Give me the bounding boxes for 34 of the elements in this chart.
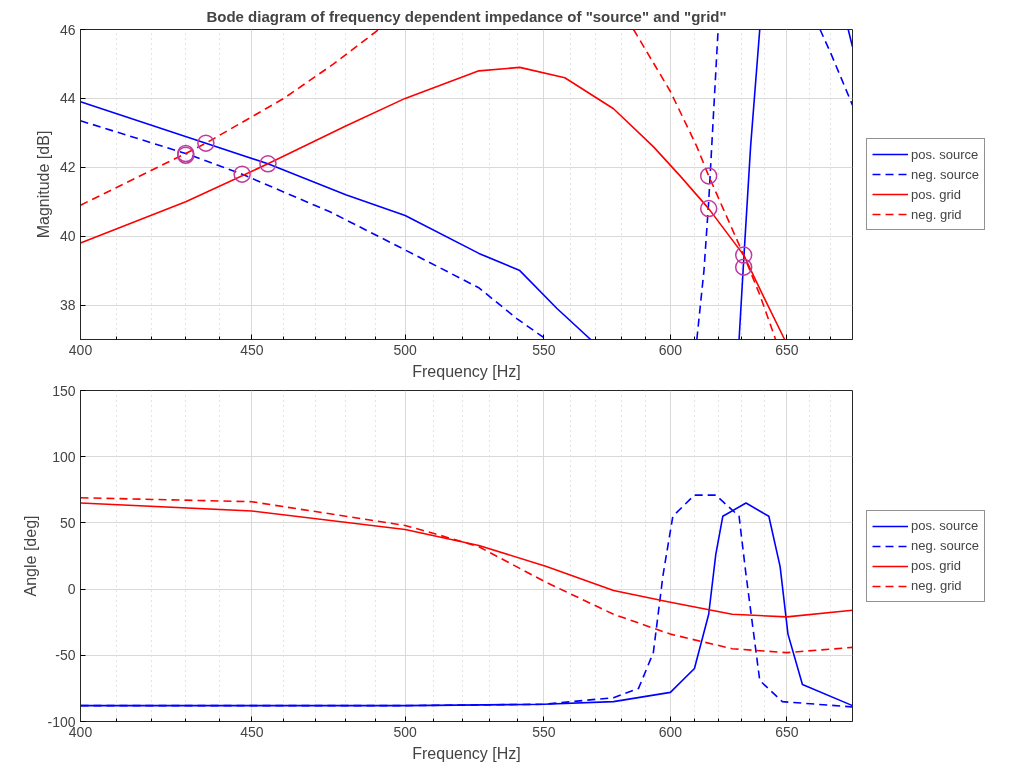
x-axis-title: Frequency [Hz] <box>412 362 521 380</box>
y-axis-title: Magnitude [dB] <box>34 130 52 239</box>
x-tick-label: 500 <box>393 341 418 358</box>
legend-label: pos. grid <box>911 186 961 202</box>
x-axis-title: Frequency [Hz] <box>412 744 521 762</box>
x-tick-label: 650 <box>775 341 799 358</box>
y-tick-label: 50 <box>59 514 76 531</box>
y-tick-label: 150 <box>52 382 76 399</box>
x-tick-label: 600 <box>658 341 683 358</box>
y-tick-label: 40 <box>59 228 76 245</box>
legend-label: pos. grid <box>911 558 961 573</box>
y-tick-label: 44 <box>59 90 76 107</box>
y-tick-label: 42 <box>59 159 76 176</box>
legend-label: pos. source <box>911 146 979 162</box>
y-tick-label: 0 <box>67 581 76 598</box>
y-tick-label: 46 <box>59 21 76 38</box>
x-tick-label: 550 <box>532 723 556 740</box>
legend-label: neg. grid <box>911 578 962 593</box>
y-tick-label: 38 <box>59 297 76 314</box>
legend-label: neg. source <box>911 538 979 553</box>
x-tick-label: 650 <box>775 723 799 740</box>
chart-title: Bode diagram of frequency dependent impedance of "source" and "grid" <box>206 7 727 25</box>
legend-label: pos. source <box>911 518 979 533</box>
y-axis-title: Angle [deg] <box>22 515 40 597</box>
x-tick-label: 550 <box>532 341 556 358</box>
x-tick-label: 400 <box>68 341 93 358</box>
y-tick-label: -50 <box>55 647 76 664</box>
y-tick-label: 100 <box>52 448 76 465</box>
legend-label: neg. source <box>911 166 979 182</box>
x-tick-label: 500 <box>393 723 418 740</box>
x-tick-label: 450 <box>240 341 264 358</box>
x-tick-label: 600 <box>658 723 683 740</box>
x-tick-label: 450 <box>240 723 264 740</box>
legend-label: neg. grid <box>911 206 962 222</box>
